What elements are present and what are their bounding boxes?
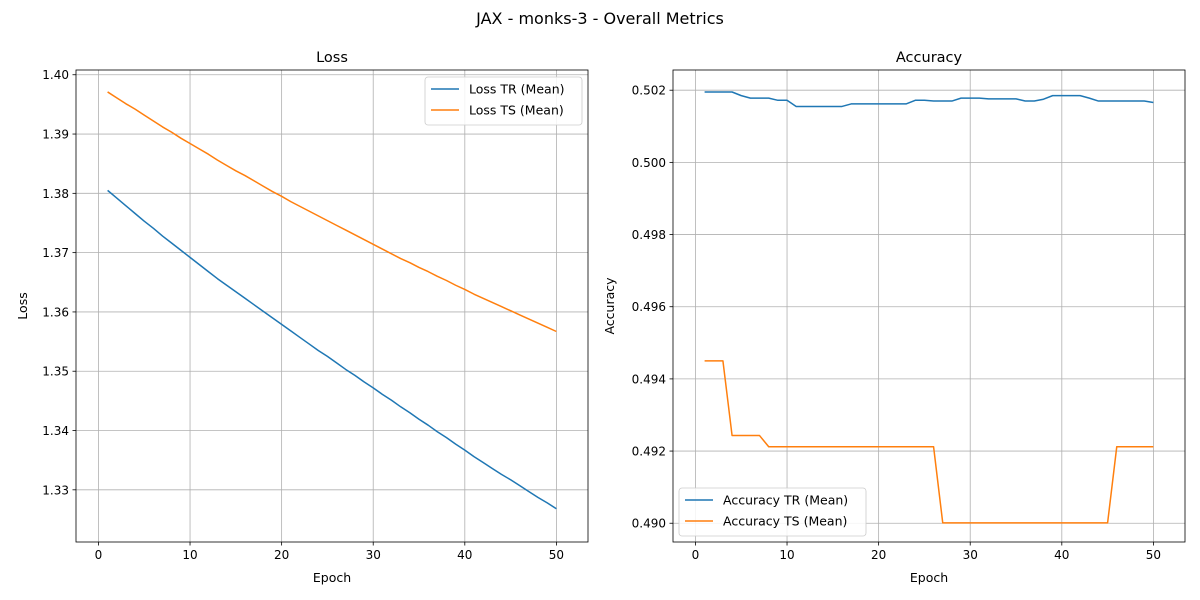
accuracy-axes-frame xyxy=(672,69,1186,543)
loss-y-tick-label: 1.37 xyxy=(42,246,69,260)
loss-y-tick-label: 1.35 xyxy=(42,365,69,379)
loss-axes-frame xyxy=(75,69,589,543)
accuracy-x-tick-label: 10 xyxy=(779,548,794,562)
accuracy-y-tick-label: 0.496 xyxy=(632,300,666,314)
figure-title: JAX - monks-3 - Overall Metrics xyxy=(476,9,724,28)
loss-x-tick-label: 50 xyxy=(549,548,564,562)
loss-legend-label: Loss TS (Mean) xyxy=(469,103,564,118)
accuracy-x-tick-label: 50 xyxy=(1146,548,1161,562)
loss-legend-box xyxy=(424,76,583,126)
accuracy-series-ts-line xyxy=(704,360,1154,524)
accuracy-y-tick-label: 0.494 xyxy=(632,372,666,386)
accuracy-chart: 0 10 20 30 40 50 0.490 0.492 0.494 0.496 0.498 0.50… xyxy=(602,50,1186,585)
accuracy-y-tick-label: 0.490 xyxy=(632,517,666,531)
accuracy-x-tick-label: 30 xyxy=(963,548,978,562)
accuracy-legend-label: Accuracy TR (Mean) xyxy=(723,493,848,508)
accuracy-y-tick-label: 0.500 xyxy=(632,156,666,170)
loss-x-tick-label: 0 xyxy=(95,548,103,562)
loss-y-tick-label: 1.34 xyxy=(42,424,69,438)
loss-y-tick-label: 1.38 xyxy=(42,187,69,201)
loss-x-tick-label: 30 xyxy=(366,548,381,562)
accuracy-x-tick-label: 40 xyxy=(1054,548,1069,562)
loss-y-tick-label: 1.39 xyxy=(42,128,69,142)
loss-series-ts-line xyxy=(107,91,557,333)
accuracy-y-axis-label: Accuracy xyxy=(602,277,617,335)
loss-chart: 0 10 20 30 40 50 1.33 1.34 1.35 1.36 1.37 1.38 1.39 1… xyxy=(15,50,589,585)
accuracy-y-tick-label: 0.498 xyxy=(632,228,666,242)
loss-x-tick-label: 10 xyxy=(182,548,197,562)
accuracy-x-axis-label: Epoch xyxy=(910,570,948,585)
loss-x-tick-label: 20 xyxy=(274,548,289,562)
loss-y-tick-label: 1.36 xyxy=(42,305,69,319)
accuracy-series-tr-line xyxy=(704,91,1154,108)
loss-series-tr-line xyxy=(107,189,557,510)
loss-title: Loss xyxy=(316,50,348,66)
loss-x-axis-label: Epoch xyxy=(313,570,351,585)
loss-y-tick-label: 1.33 xyxy=(42,483,69,497)
loss-legend: Loss TR (Mean) Loss TS (Mean) xyxy=(424,76,583,126)
accuracy-x-tick-label: 0 xyxy=(692,548,700,562)
accuracy-x-tick-label: 20 xyxy=(871,548,886,562)
loss-legend-label: Loss TR (Mean) xyxy=(469,82,565,97)
accuracy-legend-box xyxy=(678,487,867,537)
accuracy-y-tick-label: 0.502 xyxy=(632,84,666,98)
accuracy-title: Accuracy xyxy=(896,50,963,66)
accuracy-legend-label: Accuracy TS (Mean) xyxy=(723,514,847,529)
accuracy-legend: Accuracy TR (Mean) Accuracy TS (Mean) xyxy=(678,487,867,537)
accuracy-y-tick-label: 0.492 xyxy=(632,445,666,459)
loss-y-tick-label: 1.40 xyxy=(42,68,69,82)
loss-x-tick-label: 40 xyxy=(457,548,472,562)
loss-y-axis-label: Loss xyxy=(15,292,30,319)
